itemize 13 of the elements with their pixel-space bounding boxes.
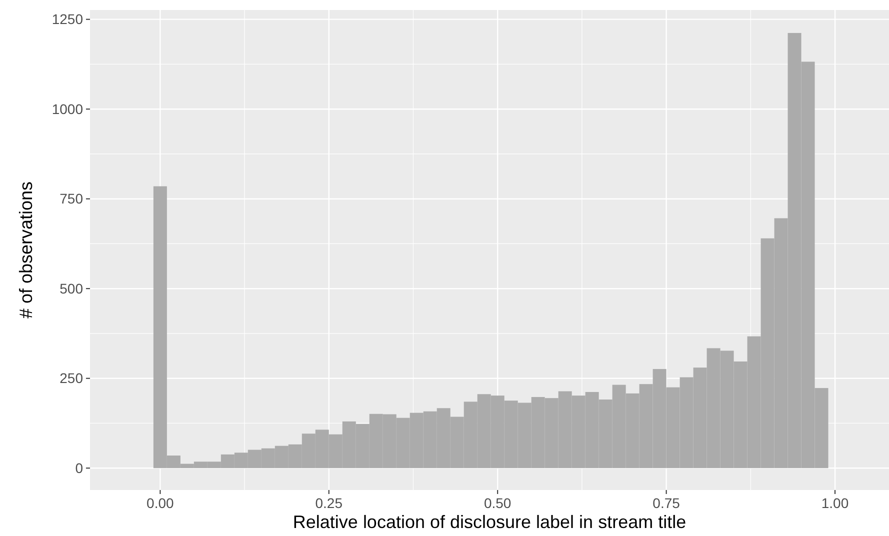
x-tick-label: 0.00 [146, 495, 174, 511]
y-tick-label: 0 [75, 460, 84, 476]
x-tick-label: 1.00 [821, 495, 849, 511]
y-tick-label: 1000 [52, 100, 84, 117]
x-tick-label: 0.50 [484, 495, 512, 511]
x-tick-label: 0.25 [315, 495, 343, 511]
y-tick-label: 1250 [52, 11, 84, 28]
y-axis-title: # of observations [16, 181, 36, 319]
y-tick-label: 500 [60, 280, 84, 296]
y-tick-label: 750 [60, 190, 84, 207]
x-tick-label: 0.75 [652, 495, 680, 511]
x-axis-title: Relative location of disclosure label in stream title [292, 512, 686, 532]
y-tick-label: 250 [60, 370, 84, 386]
